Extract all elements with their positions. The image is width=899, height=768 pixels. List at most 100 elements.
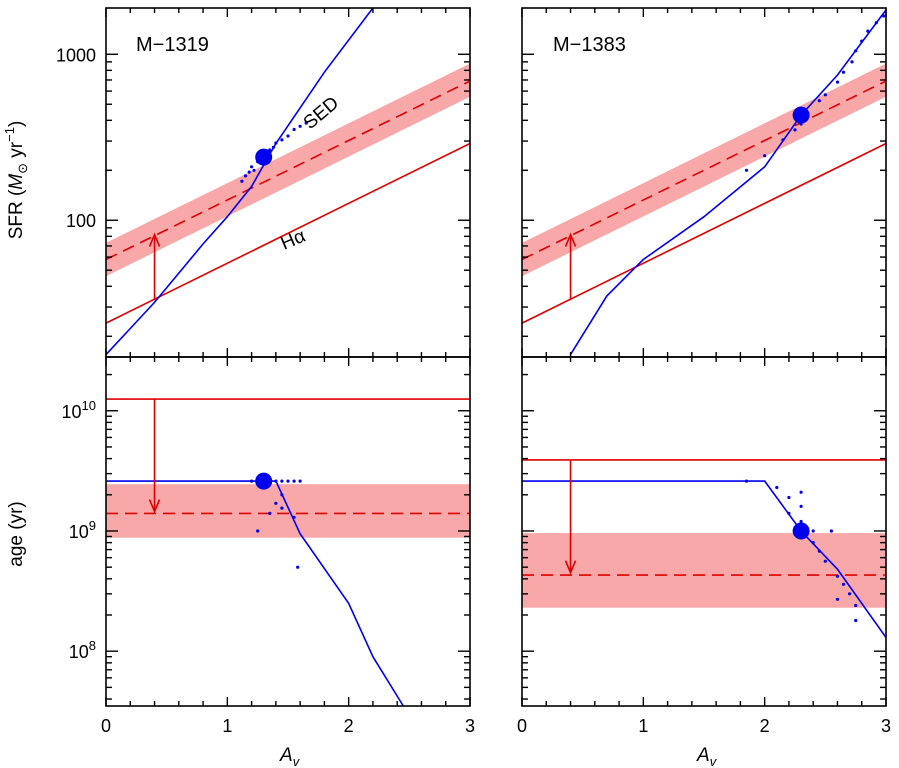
panel-title-right: M−1383 bbox=[553, 34, 626, 56]
age-scatter-0-9 bbox=[274, 501, 278, 505]
sfr-scatter-1-15 bbox=[882, 14, 886, 18]
sfr-best-point-0 bbox=[255, 148, 273, 166]
age-tick-label-0: 108 bbox=[69, 638, 96, 662]
x-axis-title-right: Av bbox=[696, 745, 718, 768]
age-scatter-0-3 bbox=[274, 479, 278, 483]
sfr-axis-exp: −1 bbox=[2, 127, 17, 142]
sfr-scatter-0-13 bbox=[292, 127, 296, 132]
age-scatter-1-5 bbox=[787, 511, 791, 515]
sfr-scatter-0-12 bbox=[286, 134, 290, 138]
x-tick-label-0-3: 3 bbox=[465, 716, 475, 736]
x-tick-label-1-3: 3 bbox=[881, 716, 891, 736]
sfr-scatter-1-10 bbox=[850, 60, 854, 64]
age-scatter-0-12 bbox=[292, 515, 296, 519]
sfr-tick-label-1: 1000 bbox=[56, 45, 96, 65]
sfr-uv-line-1 bbox=[521, 80, 887, 261]
sfr-scatter-0-3 bbox=[250, 165, 254, 169]
sfr-uv-band-0 bbox=[106, 63, 470, 277]
sfr-scatter-1-13 bbox=[866, 29, 870, 33]
age-sed-curve-0 bbox=[106, 480, 404, 707]
sfr-sed-curve-1 bbox=[569, 9, 887, 356]
sfr-sed-curve-0 bbox=[105, 7, 374, 356]
sfr-scatter-1-8 bbox=[835, 80, 840, 84]
sfr-best-point-1 bbox=[792, 106, 810, 124]
sfr-uv-line-0 bbox=[105, 80, 471, 261]
age-scatter-0-5 bbox=[286, 479, 290, 483]
age-scatter-1-7 bbox=[811, 529, 815, 533]
sfr-arrow-1 bbox=[564, 232, 577, 301]
panel-title-left: M−1319 bbox=[136, 34, 209, 56]
age-scatter-1-16 bbox=[854, 603, 858, 608]
age-tick-base-2: 10 bbox=[62, 402, 82, 422]
sfr-halpha-line-1 bbox=[521, 142, 887, 324]
age-scatter-1-15 bbox=[835, 597, 840, 601]
age-scatter-0-13 bbox=[256, 529, 260, 533]
frame-layer bbox=[105, 7, 887, 707]
sfr-scatter-1-6 bbox=[817, 99, 821, 103]
sfr-scatter-0-9 bbox=[271, 145, 275, 149]
age-scatter-1-1 bbox=[775, 485, 779, 490]
age-scatter-0-10 bbox=[280, 506, 284, 510]
age-tick-base-0: 10 bbox=[69, 642, 89, 662]
age-scatter-0-7 bbox=[298, 479, 302, 483]
x-tick-label-0-2: 2 bbox=[344, 716, 354, 736]
x-axis-right-sub: v bbox=[710, 754, 718, 768]
sfr-scatter-1-3 bbox=[793, 128, 797, 132]
age-scatter-1-0 bbox=[744, 479, 749, 483]
sfr-scatter-0-2 bbox=[247, 170, 251, 174]
halpha-line-label: Hα bbox=[278, 226, 309, 255]
age-uv-band-0 bbox=[106, 484, 470, 538]
age-scatter-0-8 bbox=[280, 493, 284, 497]
sfr-arrow-1-head bbox=[564, 232, 577, 247]
band-layer bbox=[106, 63, 886, 608]
age-scatter-1-3 bbox=[799, 490, 803, 494]
sfr-axis-yr: yr bbox=[6, 141, 27, 163]
sfr-scatter-1-9 bbox=[841, 70, 846, 74]
sfr-axis-sun: ⊙ bbox=[15, 163, 30, 174]
sfr-scatter-0-10 bbox=[274, 141, 278, 145]
x-tick-label-0-0: 0 bbox=[101, 716, 111, 736]
age-scatter-0-14 bbox=[296, 565, 300, 569]
x-tick-label-0-1: 1 bbox=[222, 716, 232, 736]
age-scatter-0-6 bbox=[292, 479, 296, 483]
sfr-scatter-0-15 bbox=[304, 121, 308, 125]
age-arrow-0 bbox=[148, 399, 161, 514]
sfr-tick-label-0: 100 bbox=[66, 211, 96, 231]
sfr-scatter-1-12 bbox=[860, 39, 864, 43]
age-scatter-1-17 bbox=[854, 618, 858, 623]
age-tick-base-1: 10 bbox=[69, 522, 89, 542]
sfr-scatter-0-1 bbox=[243, 174, 248, 178]
age-scatter-1-12 bbox=[835, 574, 840, 578]
sfr-scatter-1-2 bbox=[781, 138, 785, 142]
mark-layer bbox=[240, 14, 886, 623]
age-best-point-0 bbox=[255, 472, 273, 490]
age-axis-title: age (yr) bbox=[6, 501, 27, 566]
age-uv-band-1 bbox=[522, 533, 886, 608]
age-scatter-0-0 bbox=[250, 479, 254, 483]
x-tick-label-1-1: 1 bbox=[638, 716, 648, 736]
age-scatter-1-10 bbox=[817, 549, 821, 553]
age-scatter-1-6 bbox=[799, 519, 803, 524]
age-scatter-1-4 bbox=[799, 504, 803, 508]
sfr-axis-m: M bbox=[6, 174, 27, 190]
age-scatter-1-13 bbox=[841, 582, 846, 586]
age-tick-exp-1: 9 bbox=[89, 518, 96, 533]
sfr-axis-title: SFR (M⊙ yr−1) bbox=[2, 121, 30, 240]
age-best-point-1 bbox=[792, 522, 810, 540]
sfr-scatter-0-11 bbox=[280, 138, 284, 142]
sfr-halpha-line-0 bbox=[105, 142, 471, 324]
sfr-scatter-1-11 bbox=[854, 49, 858, 53]
sfr-scatter-1-14 bbox=[874, 21, 878, 25]
x-axis-left-sub: v bbox=[293, 754, 301, 768]
age-arrow-1-head bbox=[564, 560, 577, 575]
age-scatter-1-2 bbox=[787, 495, 791, 500]
x-tick-label-1-2: 2 bbox=[760, 716, 770, 736]
age-tick-exp-2: 10 bbox=[82, 398, 96, 413]
age-tick-exp-0: 8 bbox=[89, 638, 96, 653]
x-tick-label-1-0: 0 bbox=[517, 716, 527, 736]
age-tick-label-1: 109 bbox=[69, 518, 96, 542]
x-axis-title-left: Av bbox=[279, 745, 301, 768]
sfr-scatter-0-0 bbox=[240, 179, 244, 183]
